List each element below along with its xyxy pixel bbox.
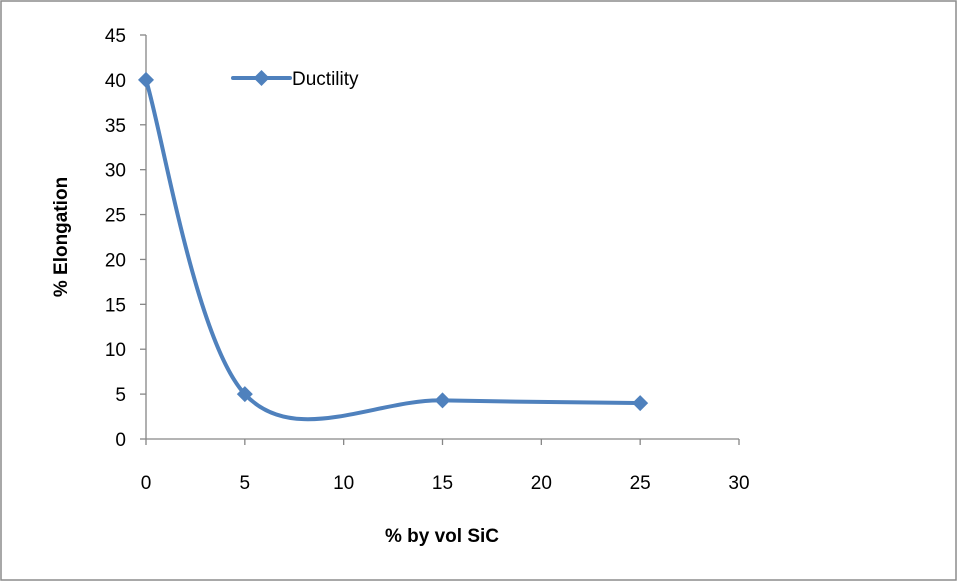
data-point-marker (138, 71, 154, 88)
x-tick-label: 0 (141, 473, 152, 494)
y-tick-label: 10 (105, 340, 126, 361)
y-tick-label: 25 (105, 206, 126, 227)
x-tick-label: 15 (432, 473, 453, 494)
data-point-marker (632, 395, 649, 412)
x-ticks: 0 5 10 15 20 25 30 (141, 439, 750, 494)
y-axis-title: % Elongation (51, 177, 72, 297)
x-tick-label: 25 (630, 473, 651, 494)
series-layer (144, 77, 643, 422)
y-tick-label: 30 (105, 161, 126, 182)
y-tick-label: 45 (105, 26, 126, 47)
y-ticks: 0 5 10 15 20 25 30 35 40 45 (105, 26, 146, 451)
markers-layer (138, 71, 649, 412)
y-tick-label: 0 (115, 430, 126, 451)
series-line-ductility (144, 77, 643, 422)
y-tick-label: 15 (105, 295, 126, 316)
legend-label: Ductility (292, 69, 359, 90)
x-tick-label: 30 (728, 473, 749, 494)
y-tick-label: 35 (105, 116, 126, 137)
x-tick-label: 20 (531, 473, 552, 494)
legend-marker (253, 70, 270, 86)
y-tick-label: 5 (115, 385, 126, 406)
x-tick-label: 10 (333, 473, 354, 494)
data-point-marker (434, 392, 451, 409)
y-tick-label: 20 (105, 250, 126, 271)
legend: Ductility (231, 69, 359, 90)
data-point-marker (236, 386, 253, 403)
y-tick-label: 40 (105, 71, 126, 92)
x-tick-label: 5 (240, 473, 251, 494)
x-axis-title: % by vol SiC (385, 526, 499, 547)
